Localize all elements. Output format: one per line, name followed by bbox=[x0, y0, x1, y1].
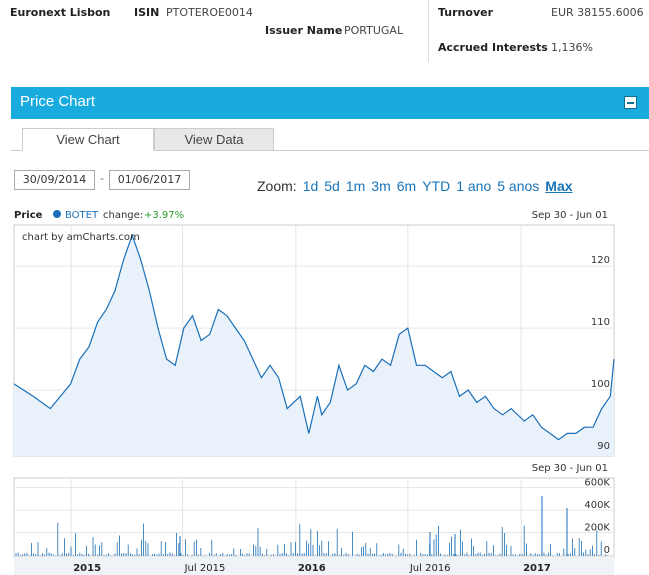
tab-view-data[interactable]: View Data bbox=[154, 128, 274, 151]
legend-price-label: Price bbox=[14, 210, 43, 221]
volume-plot-area bbox=[13, 477, 615, 558]
price-y-tick: 100 bbox=[591, 379, 610, 390]
price-series-line bbox=[13, 233, 615, 441]
price-chart: Price BOTET change: +3.97% Sep 30 - Jun … bbox=[13, 210, 615, 575]
volume-y-tick: 400K bbox=[584, 500, 610, 511]
exchange-name: Euronext Lisbon bbox=[10, 6, 111, 19]
zoom-bar: Zoom: 1d 5d 1m 3m 6m YTD 1 ano 5 anos Max bbox=[257, 178, 573, 194]
legend-change-label: change: bbox=[103, 210, 143, 221]
chart-credit: chart by amCharts.com bbox=[22, 232, 140, 243]
zoom-option-1d[interactable]: 1d bbox=[302, 178, 319, 194]
legend-series-name[interactable]: BOTET bbox=[65, 210, 99, 221]
minus-box-icon[interactable] bbox=[624, 96, 637, 109]
price-y-tick: 110 bbox=[591, 317, 610, 328]
zoom-option-3m[interactable]: 3m bbox=[371, 178, 391, 194]
zoom-option-1m[interactable]: 1m bbox=[345, 178, 366, 194]
x-axis-tick: Jul 2016 bbox=[409, 563, 451, 574]
price-y-tick: 90 bbox=[597, 441, 610, 452]
price-chart-header: Price Chart bbox=[11, 87, 649, 119]
price-y-tick: 120 bbox=[591, 255, 610, 266]
accrued-interests-label: Accrued Interests bbox=[438, 41, 548, 54]
zoom-option-1-ano[interactable]: 1 ano bbox=[456, 178, 492, 194]
x-axis-band bbox=[14, 557, 614, 575]
volume-y-tick: 200K bbox=[584, 523, 610, 534]
x-axis-tick: Jul 2015 bbox=[184, 563, 226, 574]
tab-underline bbox=[11, 150, 649, 151]
series-dot-icon bbox=[53, 210, 61, 218]
tab-view-chart[interactable]: View Chart bbox=[22, 128, 154, 151]
x-axis-tick: 2015 bbox=[73, 563, 101, 574]
zoom-option-ytd[interactable]: YTD bbox=[422, 178, 451, 194]
zoom-option-5d[interactable]: 5d bbox=[324, 178, 340, 194]
turnover-label: Turnover bbox=[438, 6, 493, 19]
date-to-input[interactable]: 01/06/2017 bbox=[109, 170, 190, 190]
x-axis-tick: 2016 bbox=[298, 563, 326, 574]
volume-y-tick: 0 bbox=[604, 545, 610, 556]
turnover-value: EUR 38155.6006 bbox=[551, 6, 644, 19]
volume-y-tick: 600K bbox=[584, 478, 610, 489]
instrument-info: Euronext Lisbon ISIN PTOTEROE0014 Issuer… bbox=[0, 0, 649, 64]
isin-value: PTOTEROE0014 bbox=[166, 6, 253, 19]
zoom-option-5-anos[interactable]: 5 anos bbox=[497, 178, 540, 194]
date-from-input[interactable]: 30/09/2014 bbox=[14, 170, 95, 190]
x-axis-tick: 2017 bbox=[523, 563, 551, 574]
isin-label: ISIN bbox=[134, 6, 160, 19]
legend-period: Sep 30 - Jun 01 bbox=[532, 210, 608, 221]
zoom-label: Zoom: bbox=[257, 178, 297, 194]
volume-period: Sep 30 - Jun 01 bbox=[532, 463, 608, 474]
accrued-interests-value: 1,136% bbox=[551, 41, 593, 54]
info-divider bbox=[428, 0, 429, 62]
issuer-value: PORTUGAL bbox=[344, 24, 404, 37]
zoom-option-6m[interactable]: 6m bbox=[396, 178, 417, 194]
price-area-fill bbox=[14, 235, 614, 456]
date-separator: - bbox=[100, 172, 104, 185]
zoom-option-max[interactable]: Max bbox=[545, 178, 573, 194]
chart-tabs: View Chart View Data bbox=[11, 119, 649, 151]
issuer-label: Issuer Name bbox=[265, 24, 343, 37]
panel-title: Price Chart bbox=[20, 93, 96, 110]
legend-change-value: +3.97% bbox=[144, 210, 184, 221]
